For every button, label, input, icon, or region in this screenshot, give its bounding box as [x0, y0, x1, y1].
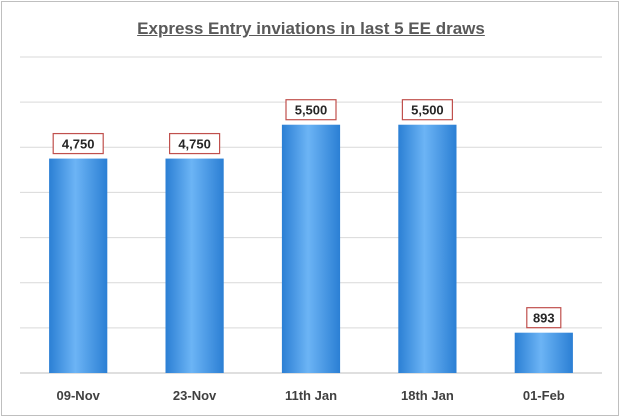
bar-18th-jan — [398, 124, 457, 373]
x-tick-label: 09-Nov — [57, 388, 101, 403]
data-labels: 4,750 4,750 5,500 5,500 893 — [52, 99, 562, 329]
bar-09-nov — [49, 158, 108, 373]
chart-title: Express Entry inviations in last 5 EE dr… — [137, 19, 485, 38]
data-label-box — [52, 132, 104, 155]
data-label-box — [285, 99, 337, 121]
data-label-box — [401, 99, 453, 121]
data-label: 4,750 — [169, 132, 221, 155]
data-label-text: 4,750 — [178, 137, 211, 152]
bar-01-feb — [514, 332, 573, 373]
bars — [49, 124, 573, 373]
data-label-text: 893 — [533, 311, 555, 326]
data-label-text: 5,500 — [295, 103, 328, 118]
data-label: 4,750 — [52, 132, 104, 155]
bar-23-nov — [165, 158, 224, 373]
data-label: 5,500 — [401, 99, 453, 121]
x-tick-label: 01-Feb — [523, 388, 565, 403]
x-axis-ticks: 09-Nov 23-Nov 11th Jan 18th Jan 01-Feb — [57, 388, 565, 403]
data-label: 5,500 — [285, 99, 337, 121]
data-label-text: 5,500 — [411, 103, 444, 118]
bar-11th-jan — [281, 124, 341, 373]
x-tick-label: 11th Jan — [285, 388, 337, 403]
x-tick-label: 23-Nov — [173, 388, 217, 403]
data-label: 893 — [526, 307, 562, 329]
data-label-box — [169, 132, 221, 155]
data-label-box — [526, 307, 562, 329]
x-tick-label: 18th Jan — [401, 388, 454, 403]
data-label-text: 4,750 — [62, 137, 95, 152]
